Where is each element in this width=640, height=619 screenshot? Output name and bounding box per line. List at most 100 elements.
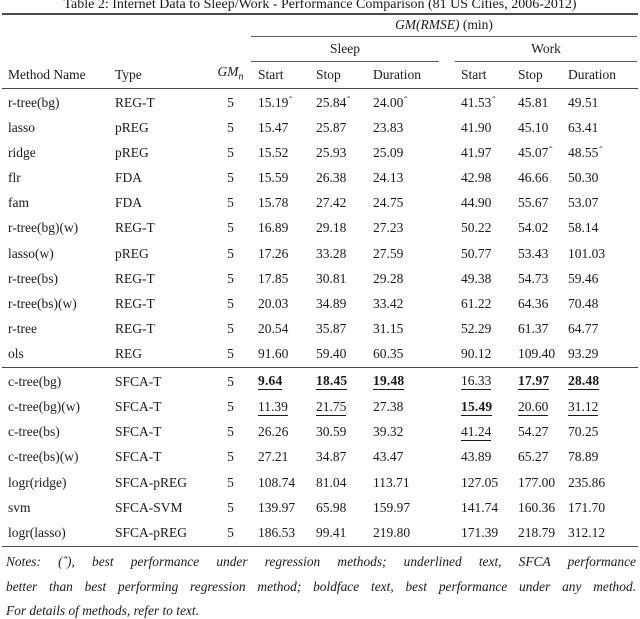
table-row: r-tree(bg)(w) REG-T 5 16.89 29.18 27.23 50.22 5…: [8, 216, 640, 241]
value-text: 15.52: [258, 144, 289, 160]
cell-value: 35.87: [316, 321, 373, 337]
value-text: 46.66: [518, 170, 549, 186]
value-text: 42.98: [461, 170, 492, 186]
value-text: 49.51: [568, 94, 599, 110]
value-text: 23.83: [373, 119, 404, 135]
value-text: 9.64: [258, 373, 283, 391]
cell-value: 33.28: [316, 246, 373, 262]
cell-type: SFCA-pREG: [115, 524, 188, 540]
cell-method-name: lasso(w): [8, 245, 54, 261]
gm-rmse-math: GM(RMSE): [395, 17, 460, 32]
cell-value: 20.03: [258, 296, 316, 312]
cell-method-name: fam: [8, 195, 29, 211]
cell-value: 25.84ˆ: [316, 95, 373, 111]
value-text: 26.26: [258, 424, 289, 440]
cell-method-name: c-tree(bs)(w): [8, 449, 79, 465]
value-text: 18.45: [316, 373, 348, 391]
table-row: logr(ridge) SFCA-pREG 5 108.74 81.04 113.71 12…: [8, 470, 640, 495]
cell-value: 46.66: [518, 170, 568, 186]
cell-value: 19.48: [373, 373, 461, 391]
top-rule: [2, 13, 638, 15]
value-text: 15.47: [258, 119, 289, 135]
table-row: svm SFCA-SVM 5 139.97 65.98 159.97 141.74 160.3…: [8, 495, 640, 520]
table-row: logr(lasso) SFCA-pREG 5 186.53 99.41 219.80 17…: [8, 520, 640, 545]
cell-value: 65.27: [518, 449, 568, 465]
cell-value: 17.26: [258, 246, 316, 262]
cell-value: 30.81: [316, 271, 373, 287]
value-text: 31.12: [568, 398, 599, 416]
cell-value: 109.40: [518, 346, 568, 362]
cell-value: 45.07ˆ: [518, 145, 568, 161]
cell-value: 81.04: [316, 475, 373, 491]
gm-rmse-header: GM(RMSE) (min): [251, 17, 637, 37]
value-text: 20.54: [258, 320, 289, 336]
cell-value: 101.03: [568, 246, 640, 262]
cell-value: 39.32: [373, 424, 461, 440]
cell-value: 235.86: [568, 475, 640, 491]
value-text: 61.37: [518, 320, 549, 336]
cell-type: FDA: [115, 170, 143, 186]
cell-method-name: logr(ridge): [8, 474, 67, 490]
cell-value: 58.14: [568, 220, 640, 236]
cell-value: 26.38: [316, 170, 373, 186]
value-text: 108.74: [258, 474, 296, 490]
table-row: ridge pREG 5 15.52 25.93 25.09 41.97 45.07ˆ 48.5…: [8, 140, 640, 165]
cell-value: 49.38: [461, 271, 518, 287]
table-row: r-tree(bs) REG-T 5 17.85 30.81 29.28 49.38 54.7…: [8, 266, 640, 291]
value-text: 24.13: [373, 170, 404, 186]
value-text: 27.38: [373, 399, 404, 415]
cell-value: 17.85: [258, 271, 316, 287]
cell-value: 171.70: [568, 500, 640, 516]
cell-method-name: c-tree(bg)(w): [8, 399, 80, 415]
value-text: 50.77: [461, 245, 492, 261]
value-text: 41.24: [461, 423, 492, 441]
cell-value: 15.19ˆ: [258, 95, 316, 111]
caret-marker: ˆ: [548, 144, 553, 157]
value-text: 30.81: [316, 270, 347, 286]
work-group-header: Work: [455, 37, 637, 62]
cell-type: REG-T: [115, 270, 155, 286]
cell-gmn: 5: [227, 399, 234, 415]
value-text: 50.30: [568, 170, 599, 186]
value-text: 20.60: [518, 398, 549, 416]
value-text: 99.41: [316, 524, 347, 540]
cell-value: 159.97: [373, 500, 461, 516]
cell-method-name: flr: [8, 170, 21, 186]
cell-value: 48.55ˆ: [568, 145, 640, 161]
table-row: fam FDA 5 15.78 27.42 24.75 44.90 55.67 53.07: [8, 191, 640, 216]
cell-value: 50.22: [461, 220, 518, 236]
column-header-sleep-start: Start: [258, 67, 284, 82]
cell-value: 28.48: [568, 373, 640, 391]
value-text: 15.19: [258, 94, 289, 110]
cell-gmn: 5: [227, 245, 234, 261]
cell-method-name: svm: [8, 499, 31, 515]
cell-value: 49.51: [568, 95, 640, 111]
table-notes: Notes: (ˆ), best performance under regre…: [6, 550, 636, 619]
table-row: r-tree(bg) REG-T 5 15.19ˆ 25.84ˆ 24.00ˆ 41.53ˆ…: [8, 90, 640, 115]
value-text: 113.71: [373, 474, 410, 490]
value-text: 21.75: [316, 398, 347, 416]
caret-marker: ˆ: [288, 94, 293, 107]
value-text: 15.78: [258, 195, 289, 211]
caret-marker: ˆ: [403, 94, 408, 107]
note-line-3: For details of methods, refer to text.: [6, 603, 199, 618]
value-text: 65.27: [518, 449, 549, 465]
value-text: 20.03: [258, 295, 289, 311]
value-text: 59.40: [316, 346, 347, 362]
cell-type: SFCA-T: [115, 424, 162, 440]
cell-method-name: c-tree(bs): [8, 424, 60, 440]
cell-value: 44.90: [461, 195, 518, 211]
value-text: 59.46: [568, 270, 599, 286]
value-text: 53.43: [518, 245, 549, 261]
cell-value: 31.15: [373, 321, 461, 337]
cell-gmn: 5: [227, 119, 234, 135]
cell-value: 64.77: [568, 321, 640, 337]
cell-gmn: 5: [227, 270, 234, 286]
value-text: 27.21: [258, 449, 289, 465]
cell-method-name: r-tree(bg): [8, 94, 60, 110]
value-text: 50.22: [461, 220, 492, 236]
cell-value: 99.41: [316, 525, 373, 541]
cell-gmn: 5: [227, 424, 234, 440]
cell-type: FDA: [115, 195, 143, 211]
